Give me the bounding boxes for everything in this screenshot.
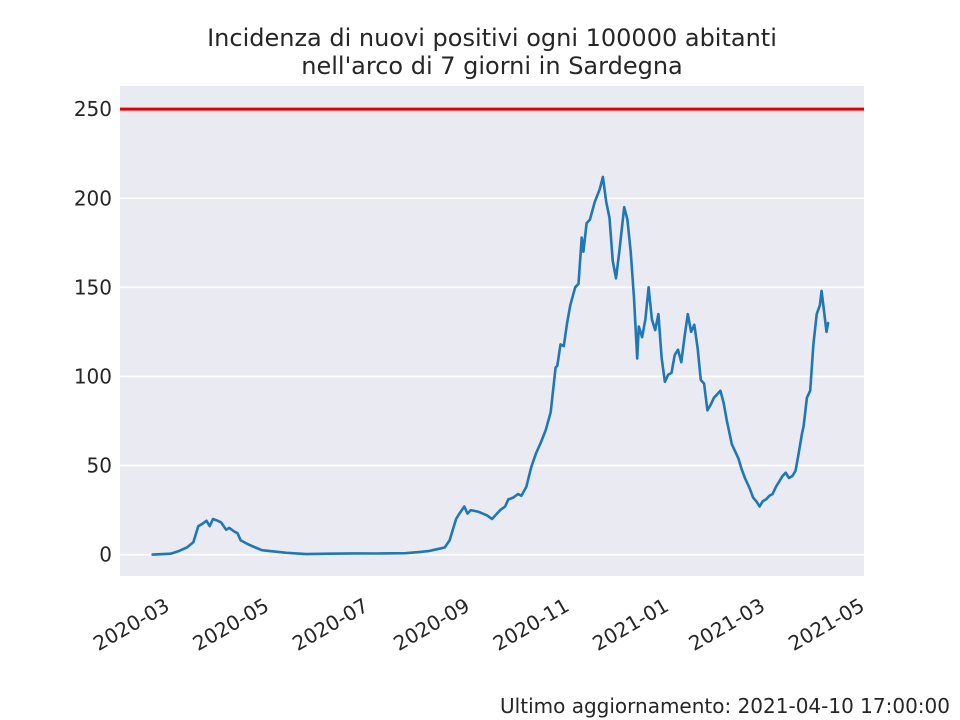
y-tick-label: 250 [74, 97, 112, 121]
x-tick-label: 2021-03 [685, 593, 769, 656]
chart-title-line-1: Incidenza di nuovi positivi ogni 100000 … [207, 24, 777, 52]
chart-title-line-2: nell'arco di 7 giorni in Sardegna [301, 52, 682, 80]
last-update-text: Ultimo aggiornamento: 2021-04-10 17:00:0… [500, 694, 950, 718]
y-tick-label: 0 [99, 543, 112, 567]
x-axis: 2020-03 2020-05 2020-07 2020-09 2020-11 2021-… [89, 593, 868, 656]
chart-title: Incidenza di nuovi positivi ogni 100000 … [207, 24, 777, 80]
series-line-incidence [151, 175, 830, 556]
x-tick-label: 2020-09 [389, 593, 473, 656]
x-tick-label: 2020-11 [489, 593, 573, 656]
y-tick-label: 150 [74, 275, 112, 299]
x-tick-label: 2020-05 [189, 593, 273, 656]
x-tick-label: 2021-01 [588, 593, 672, 656]
y-tick-label: 100 [74, 364, 112, 388]
x-tick-label: 2020-07 [288, 593, 372, 656]
y-axis: 0 50 100 150 200 250 [74, 97, 112, 566]
plot-area [120, 86, 864, 576]
y-tick-label: 200 [74, 186, 112, 210]
x-tick-label: 2020-03 [89, 593, 173, 656]
x-tick-label: 2021-05 [784, 593, 868, 656]
y-tick-label: 50 [87, 454, 112, 478]
